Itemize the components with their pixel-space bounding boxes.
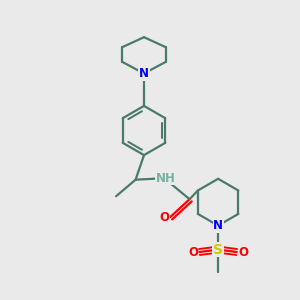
Text: O: O xyxy=(238,245,248,259)
Text: O: O xyxy=(160,211,170,224)
Text: N: N xyxy=(213,219,223,232)
Text: S: S xyxy=(213,243,223,256)
Text: NH: NH xyxy=(156,172,176,185)
Text: N: N xyxy=(139,67,149,80)
Text: O: O xyxy=(188,245,198,259)
